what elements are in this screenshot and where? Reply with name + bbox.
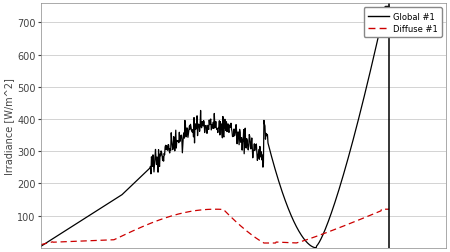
Y-axis label: Irradiance [W/m^2]: Irradiance [W/m^2] — [4, 78, 14, 174]
Legend: Global #1, Diffuse #1: Global #1, Diffuse #1 — [364, 8, 441, 38]
